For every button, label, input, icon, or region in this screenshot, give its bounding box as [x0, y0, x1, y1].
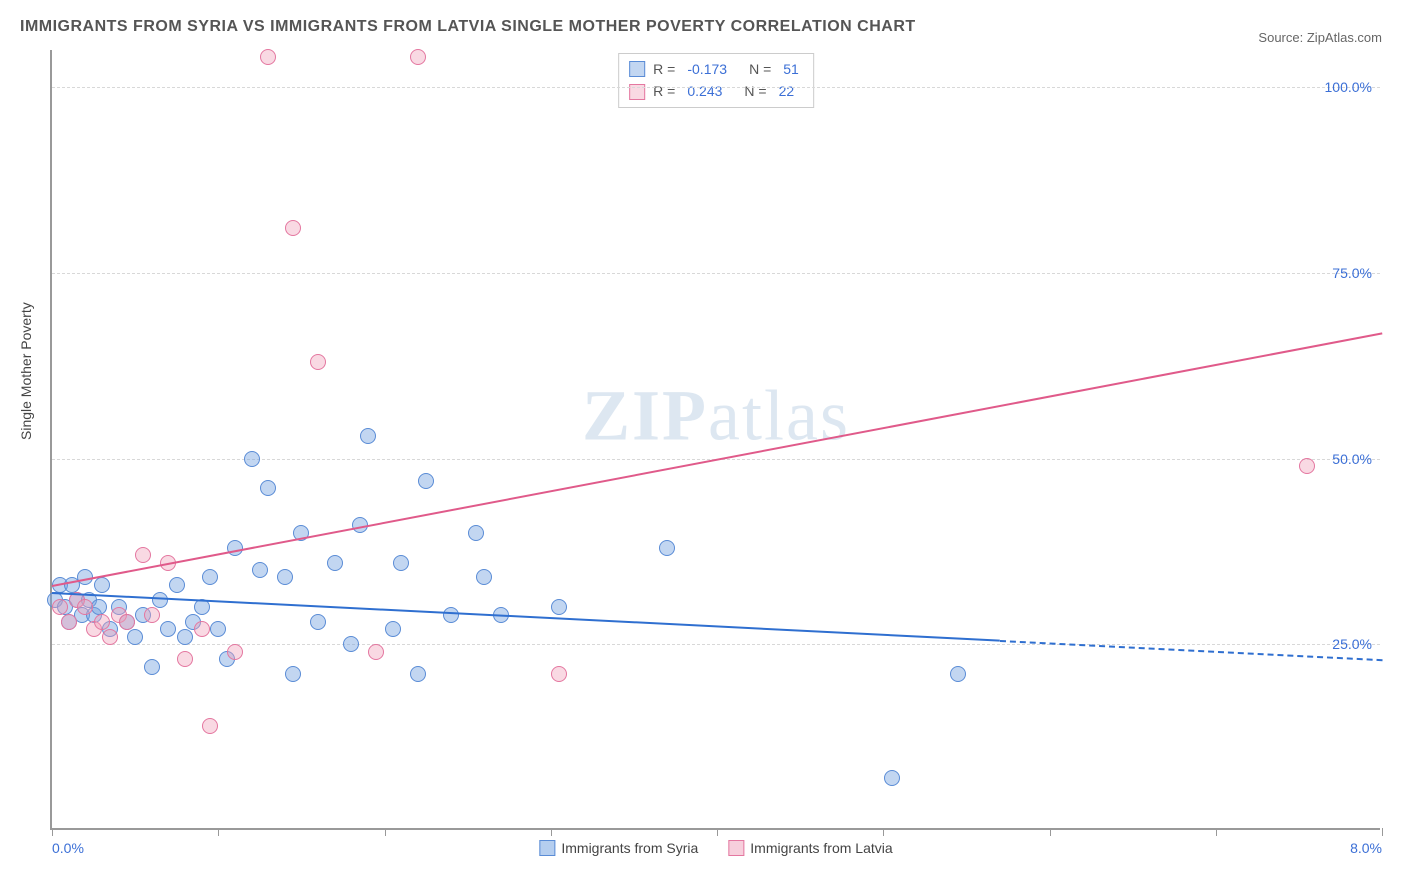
data-point — [310, 614, 326, 630]
legend-r-value: 0.243 — [687, 80, 722, 102]
data-point — [393, 555, 409, 571]
gridline-y — [52, 87, 1380, 88]
x-tick — [1382, 828, 1383, 836]
data-point — [160, 621, 176, 637]
legend-swatch — [728, 840, 744, 856]
data-point — [418, 473, 434, 489]
x-tick — [218, 828, 219, 836]
source-name: ZipAtlas.com — [1307, 30, 1382, 45]
data-point — [227, 644, 243, 660]
data-point — [285, 666, 301, 682]
data-point — [244, 451, 260, 467]
data-point — [61, 614, 77, 630]
data-point — [169, 577, 185, 593]
data-point — [210, 621, 226, 637]
data-point — [360, 428, 376, 444]
data-point — [310, 354, 326, 370]
data-point — [127, 629, 143, 645]
data-point — [385, 621, 401, 637]
x-tick — [1050, 828, 1051, 836]
watermark-light: atlas — [708, 375, 850, 455]
data-point — [285, 220, 301, 236]
data-point — [476, 569, 492, 585]
x-tick — [1216, 828, 1217, 836]
stats-legend-row: R = 0.243 N = 22 — [629, 80, 803, 102]
scatter-plot-area: ZIPatlas R =-0.173N =51R =0.243N =22 Imm… — [50, 50, 1380, 830]
x-tick-label: 8.0% — [1350, 840, 1382, 856]
legend-swatch — [539, 840, 555, 856]
data-point — [368, 644, 384, 660]
legend-swatch — [629, 84, 645, 100]
data-point — [252, 562, 268, 578]
legend-r-label: R = — [653, 58, 675, 80]
data-point — [443, 607, 459, 623]
series-legend-item: Immigrants from Latvia — [728, 840, 892, 856]
data-point — [144, 607, 160, 623]
x-tick-label: 0.0% — [52, 840, 84, 856]
data-point — [177, 651, 193, 667]
data-point — [659, 540, 675, 556]
data-point — [1299, 458, 1315, 474]
x-tick — [385, 828, 386, 836]
stats-legend-row: R = -0.173 N = 51 — [629, 58, 803, 80]
y-tick-label: 100.0% — [1325, 79, 1372, 95]
data-point — [119, 614, 135, 630]
data-point — [94, 614, 110, 630]
data-point — [202, 569, 218, 585]
y-tick-label: 50.0% — [1332, 451, 1372, 467]
x-tick — [883, 828, 884, 836]
watermark: ZIPatlas — [582, 374, 850, 457]
data-point — [94, 577, 110, 593]
data-point — [327, 555, 343, 571]
data-point — [177, 629, 193, 645]
chart-title: IMMIGRANTS FROM SYRIA VS IMMIGRANTS FROM… — [20, 18, 916, 36]
series-legend-item: Immigrants from Syria — [539, 840, 698, 856]
data-point — [410, 666, 426, 682]
x-tick — [551, 828, 552, 836]
x-tick — [52, 828, 53, 836]
legend-n-label: N = — [749, 58, 771, 80]
data-point — [884, 770, 900, 786]
data-point — [410, 49, 426, 65]
data-point — [551, 599, 567, 615]
data-point — [277, 569, 293, 585]
x-tick — [717, 828, 718, 836]
data-point — [52, 599, 68, 615]
trend-line — [1000, 640, 1382, 661]
gridline-y — [52, 273, 1380, 274]
gridline-y — [52, 644, 1380, 645]
legend-swatch — [629, 61, 645, 77]
data-point — [194, 621, 210, 637]
legend-r-label: R = — [653, 80, 675, 102]
data-point — [260, 480, 276, 496]
legend-n-value: 51 — [783, 58, 799, 80]
legend-n-label: N = — [744, 80, 766, 102]
data-point — [551, 666, 567, 682]
legend-n-value: 22 — [779, 80, 795, 102]
series-legend: Immigrants from Syria Immigrants from Lat… — [539, 840, 892, 856]
legend-r-value: -0.173 — [687, 58, 727, 80]
data-point — [102, 629, 118, 645]
series-legend-label: Immigrants from Latvia — [750, 840, 892, 856]
data-point — [77, 599, 93, 615]
source-label: Source: — [1258, 30, 1303, 45]
data-point — [260, 49, 276, 65]
y-tick-label: 75.0% — [1332, 265, 1372, 281]
y-tick-label: 25.0% — [1332, 636, 1372, 652]
series-legend-label: Immigrants from Syria — [561, 840, 698, 856]
data-point — [202, 718, 218, 734]
source-attribution: Source: ZipAtlas.com — [1258, 30, 1382, 45]
data-point — [135, 547, 151, 563]
data-point — [144, 659, 160, 675]
data-point — [343, 636, 359, 652]
data-point — [468, 525, 484, 541]
stats-legend: R = -0.173 N = 51 R = 0.243 N = 22 — [618, 53, 814, 108]
data-point — [950, 666, 966, 682]
watermark-bold: ZIP — [582, 375, 708, 455]
y-axis-label: Single Mother Poverty — [18, 302, 34, 440]
